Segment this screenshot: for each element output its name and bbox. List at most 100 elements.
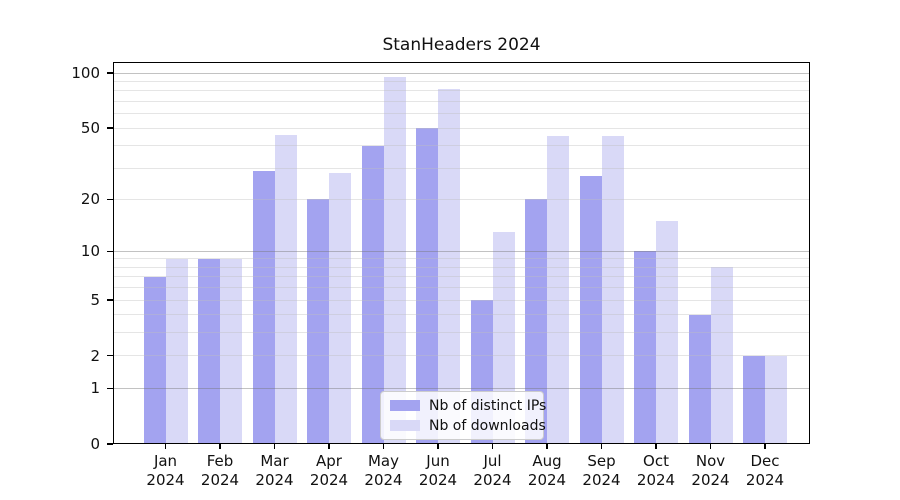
gridline-y-30 <box>113 167 810 169</box>
bar-downloads-sep <box>601 136 624 444</box>
x-tick-label-may: May 2024 <box>346 452 422 489</box>
x-tick-year: 2024 <box>745 470 785 489</box>
x-tick-mark-may <box>382 444 385 449</box>
legend: Nb of distinct IPs Nb of downloads <box>380 391 546 440</box>
x-tick-mark-nov <box>709 444 712 449</box>
x-tick-month: Oct <box>643 452 669 470</box>
x-tick-month: Nov <box>695 452 726 470</box>
x-tick-mark-dec <box>764 444 766 449</box>
x-tick-label-sep: Sep 2024 <box>564 452 640 489</box>
x-tick-mark-jul <box>491 444 494 449</box>
bar-downloads-feb <box>220 258 242 444</box>
x-tick-year: 2024 <box>200 470 240 489</box>
x-tick-year: 2024 <box>309 470 349 489</box>
x-tick-mark-aug <box>546 444 548 449</box>
y-tick-mark-50 <box>107 127 113 129</box>
bar-downloads-aug <box>547 136 569 444</box>
bar-distinct-ips-jun <box>416 128 438 444</box>
gridline-y-40 <box>113 145 810 147</box>
y-tick-mark-100 <box>107 72 113 74</box>
bar-downloads-dec <box>765 355 787 444</box>
gridline-y-8 <box>113 266 810 268</box>
x-tick-month: Dec <box>750 452 780 470</box>
y-tick-label-1: 1 <box>90 379 100 398</box>
x-tick-label-mar: Mar 2024 <box>237 452 313 489</box>
x-tick-label-nov: Nov 2024 <box>673 452 749 489</box>
legend-swatch-distinct-ips <box>390 400 420 411</box>
gridline-y-1 <box>113 387 810 389</box>
y-tick-label-10: 10 <box>80 242 100 261</box>
x-tick-year: 2024 <box>527 470 567 489</box>
x-tick-mark-feb <box>219 444 221 449</box>
gridline-y-7 <box>113 276 810 278</box>
y-tick-label-20: 20 <box>80 190 100 209</box>
bar-distinct-ips-jan <box>143 276 166 444</box>
gridline-y-60 <box>113 113 810 115</box>
x-tick-mark-sep <box>600 444 603 449</box>
bar-distinct-ips-apr <box>307 199 329 444</box>
gridline-y-2 <box>113 355 810 357</box>
gridline-y-20 <box>113 198 810 200</box>
gridline-y-80 <box>113 90 810 92</box>
bar-distinct-ips-may <box>361 145 384 444</box>
x-tick-month: Apr <box>316 452 342 470</box>
gridline-y-70 <box>113 100 810 102</box>
x-tick-year: 2024 <box>691 470 730 489</box>
bar-downloads-oct <box>656 221 678 444</box>
y-tick-label-2: 2 <box>90 346 100 365</box>
y-tick-label-100: 100 <box>71 64 100 83</box>
x-tick-label-apr: Apr 2024 <box>291 452 367 489</box>
x-tick-label-dec: Dec 2024 <box>727 452 803 489</box>
x-tick-mark-oct <box>655 444 657 449</box>
bar-downloads-nov <box>710 267 733 444</box>
x-tick-label-aug: Aug 2024 <box>509 452 585 489</box>
y-tick-mark-1 <box>107 387 113 389</box>
x-tick-label-jun: Jun 2024 <box>400 452 476 489</box>
gridline-y-100 <box>113 72 810 74</box>
gridline-y-3 <box>113 332 810 334</box>
legend-label-downloads: Nb of downloads <box>429 417 546 434</box>
x-tick-mark-jan <box>164 444 167 449</box>
bar-downloads-jun <box>438 88 460 444</box>
bar-downloads-jan <box>165 258 188 444</box>
x-tick-label-jan: Jan 2024 <box>128 452 204 489</box>
bar-downloads-mar <box>274 134 297 444</box>
legend-swatch-downloads <box>390 420 420 431</box>
gridline-y-10 <box>113 250 810 252</box>
bar-downloads-jul <box>492 231 515 444</box>
gridline-y-4 <box>113 314 810 316</box>
plot-area <box>113 62 810 444</box>
bar-distinct-ips-sep <box>579 176 602 444</box>
y-tick-mark-2 <box>107 355 113 357</box>
x-tick-label-jul: Jul 2024 <box>455 452 531 489</box>
gridline-y-50 <box>113 127 810 129</box>
x-tick-month: Aug <box>532 452 562 470</box>
bar-downloads-apr <box>329 173 351 444</box>
x-tick-month: Feb <box>206 452 234 470</box>
x-tick-mark-apr <box>328 444 330 449</box>
x-tick-month: Jun <box>426 452 450 470</box>
legend-item-distinct-ips: Nb of distinct IPs <box>390 397 546 414</box>
y-tick-label-5: 5 <box>90 291 100 309</box>
bar-distinct-ips-mar <box>252 170 275 444</box>
bar-distinct-ips-dec <box>743 355 765 444</box>
x-tick-year: 2024 <box>582 470 621 489</box>
y-tick-label-0: 0 <box>90 435 100 453</box>
bar-distinct-ips-oct <box>634 251 656 444</box>
x-tick-year: 2024 <box>473 470 512 489</box>
bar-downloads-may <box>383 77 406 444</box>
x-tick-month: Jan <box>153 452 178 470</box>
x-tick-year: 2024 <box>146 470 185 489</box>
y-tick-mark-20 <box>107 198 113 201</box>
x-tick-year: 2024 <box>418 470 458 489</box>
x-tick-month: Mar <box>260 452 289 470</box>
gridline-y-90 <box>113 81 810 82</box>
x-tick-label-oct: Oct 2024 <box>618 452 694 489</box>
x-tick-month: Sep <box>587 452 616 470</box>
legend-label-distinct-ips: Nb of distinct IPs <box>429 397 547 414</box>
legend-item-downloads: Nb of downloads <box>390 417 546 434</box>
y-tick-mark-0 <box>107 443 113 445</box>
x-tick-mark-jun <box>437 444 439 449</box>
gridline-y-5 <box>113 299 810 301</box>
